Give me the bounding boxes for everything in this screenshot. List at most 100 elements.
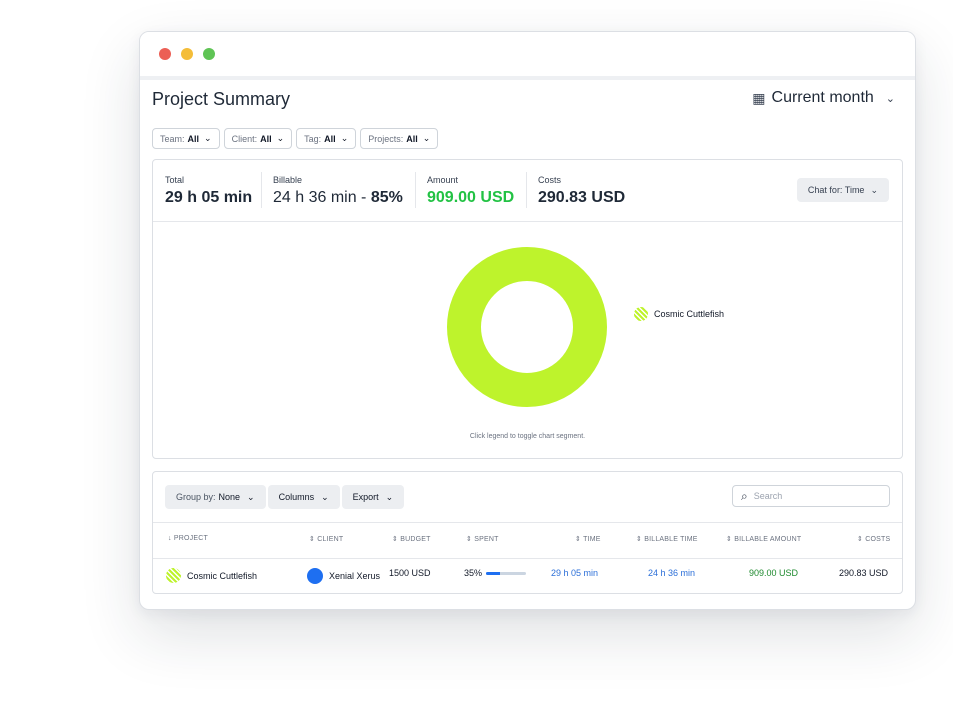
header-billable-amount[interactable]: ⇕ BILLABLE AMOUNT [726,535,801,543]
chevron-down-icon: ⌄ [276,133,285,143]
cell-client[interactable]: Xenial Xerus [307,568,380,584]
search-placeholder: Search [753,491,783,501]
chevron-down-icon: ⌄ [870,184,878,195]
table-toolbar: Group by: None ⌄ Columns ⌄ Export ⌄ [165,485,405,509]
legend-item[interactable]: Cosmic Cuttlefish [634,307,724,321]
cell-spent: 35% [464,568,527,578]
export-button[interactable]: Export ⌄ [341,485,405,509]
tag-filter[interactable]: Tag: All ⌄ [296,128,357,149]
spent-progress-fill [486,571,501,575]
header-label: CLIENT [317,536,344,543]
header-project[interactable]: ↓ PROJECT [168,535,208,542]
export-label: Export [352,492,379,502]
cell-time[interactable]: 29 h 05 min [551,568,599,578]
chart-for-dropdown[interactable]: Chat for: Time ⌄ [796,178,889,202]
billable-time: 24 h 36 min - [273,189,371,206]
header-label: BUDGET [400,536,431,543]
period-selector[interactable]: ▦ Current month ⌄ [752,89,895,107]
team-filter[interactable]: Team: All ⌄ [152,128,220,149]
costs-value: 290.83 USD [538,189,626,206]
sort-desc-icon: ↓ [168,535,174,542]
sort-icon: ⇕ [309,536,318,543]
filter-label: Tag: [304,133,322,144]
title-divider [140,76,915,80]
stat-divider [261,172,262,208]
summary-card: Total 29 h 05 min Billable 24 h 36 min -… [152,159,903,459]
title-bar [140,32,915,76]
amount-label: Amount [427,175,459,185]
donut-chart[interactable] [447,247,607,407]
columns-label: Columns [278,492,315,502]
total-label: Total [165,175,185,185]
project-swatch [166,568,181,583]
client-name: Xenial Xerus [329,571,381,581]
filter-label: Team: [160,133,185,144]
calendar-icon: ▦ [752,89,766,106]
billable-percent: 85% [370,189,403,206]
stat-divider [415,172,416,208]
projects-table: Group by: None ⌄ Columns ⌄ Export ⌄ ⌕ Se… [152,471,903,594]
header-label: TIME [583,536,601,543]
projects-filter[interactable]: Projects: All ⌄ [360,128,439,149]
minimize-window-button[interactable] [181,48,193,60]
filter-label: Projects: [368,133,404,144]
filter-value: All [187,133,200,144]
billable-label: Billable [273,175,303,185]
sort-icon: ⇕ [636,536,645,543]
chevron-down-icon: ⌄ [422,133,431,143]
filter-label: Client: [231,133,258,144]
costs-label: Costs [538,175,562,185]
legend-swatch [634,307,648,321]
table-divider [153,558,902,559]
cell-project[interactable]: Cosmic Cuttlefish [166,568,257,583]
header-label: BILLABLE AMOUNT [734,536,802,543]
header-time[interactable]: ⇕ TIME [575,535,601,543]
chevron-down-icon: ⌄ [247,491,255,502]
cell-billable-amount: 909.00 USD [749,568,799,578]
header-spent[interactable]: ⇕ SPENT [466,535,499,543]
group-by-label: Group by: [176,492,216,502]
header-billable-time[interactable]: ⇕ BILLABLE TIME [636,535,698,543]
header-budget[interactable]: ⇕ BUDGET [392,535,431,543]
stat-divider [526,172,527,208]
search-icon: ⌕ [741,488,748,503]
sort-icon: ⇕ [857,536,866,543]
sort-icon: ⇕ [726,536,735,543]
sort-icon: ⇕ [575,536,584,543]
client-avatar [307,568,323,584]
amount-value: 909.00 USD [427,189,515,206]
header-costs[interactable]: ⇕ COSTS [857,535,890,543]
columns-button[interactable]: Columns ⌄ [267,485,340,509]
stats-row: Total 29 h 05 min Billable 24 h 36 min -… [153,160,902,222]
header-label: PROJECT [173,535,208,542]
filter-value: All [406,133,418,144]
chevron-down-icon: ⌄ [385,491,394,502]
cell-billable-time[interactable]: 24 h 36 min [648,568,696,578]
costs-stat: Costs 290.83 USD [538,175,625,207]
period-label: Current month [771,89,874,106]
chevron-down-icon: ⌄ [321,491,329,502]
donut-slice-cosmic-cuttlefish[interactable] [447,247,607,407]
filter-bar: Team: All ⌄ Client: All ⌄ Tag: All ⌄ Pro… [152,128,439,149]
header-client[interactable]: ⇕ CLIENT [309,535,343,543]
chart-for-label: Chat for: Time [807,185,865,195]
table-divider [153,522,902,523]
group-by-button[interactable]: Group by: None ⌄ [165,485,266,509]
cell-budget: 1500 USD [389,568,431,578]
chart-hint: Click legend to toggle chart segment. [469,433,586,440]
search-input[interactable]: ⌕ Search [732,485,890,507]
spent-progress-bar [486,571,527,575]
app-window: Project Summary ▦ Current month ⌄ Team: … [139,31,916,610]
group-by-value: None [218,492,241,502]
close-window-button[interactable] [159,48,171,60]
legend-label: Cosmic Cuttlefish [654,309,725,319]
filter-value: All [260,133,272,144]
maximize-window-button[interactable] [203,48,215,60]
chevron-down-icon: ⌄ [204,133,212,143]
total-value: 29 h 05 min [165,189,253,206]
header-label: BILLABLE TIME [644,536,698,543]
client-filter[interactable]: Client: All ⌄ [223,128,293,149]
filter-value: All [324,133,336,144]
amount-stat: Amount 909.00 USD [427,175,514,207]
billable-stat: Billable 24 h 36 min - 85% [273,175,403,207]
